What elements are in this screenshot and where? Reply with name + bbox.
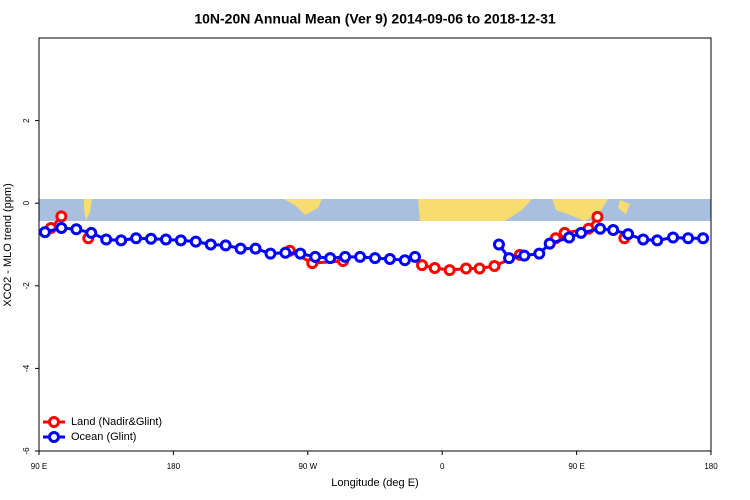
x-tick-label: 90 W bbox=[298, 462, 317, 471]
data-point bbox=[55, 221, 68, 234]
data-point bbox=[189, 235, 202, 248]
y-tick-label: -6 bbox=[22, 447, 31, 455]
plot-frame bbox=[38, 37, 712, 452]
data-point bbox=[460, 262, 473, 275]
y-tick-label: -2 bbox=[22, 282, 31, 290]
land-patch bbox=[618, 200, 630, 214]
data-point bbox=[174, 234, 187, 247]
data-point bbox=[70, 223, 83, 236]
ocean-background bbox=[39, 199, 711, 221]
x-tick-label: 90 E bbox=[568, 462, 584, 471]
data-point bbox=[369, 252, 381, 265]
data-point bbox=[651, 234, 664, 247]
data-point bbox=[543, 237, 556, 250]
data-point bbox=[294, 247, 307, 260]
land-patch bbox=[84, 199, 92, 221]
data-point bbox=[563, 231, 576, 244]
data-point bbox=[339, 250, 352, 263]
legend-label: Ocean (Glint) bbox=[71, 431, 136, 443]
data-point bbox=[533, 247, 546, 260]
data-point bbox=[383, 252, 396, 265]
legend-label: Land (Nadir&Glint) bbox=[71, 416, 162, 428]
y-axis-label: XCO2 - MLO trend (ppm) bbox=[2, 183, 14, 306]
land-patch bbox=[284, 199, 322, 215]
x-tick-label: 180 bbox=[704, 462, 718, 471]
data-point bbox=[309, 250, 322, 263]
data-point bbox=[264, 247, 277, 260]
data-point bbox=[591, 210, 604, 223]
data-point bbox=[85, 226, 98, 239]
data-point bbox=[607, 224, 620, 237]
data-point bbox=[145, 232, 157, 245]
data-point bbox=[473, 262, 486, 275]
y-tick-label: 2 bbox=[22, 118, 31, 123]
land-patch bbox=[418, 199, 532, 221]
data-point bbox=[697, 232, 710, 245]
data-point bbox=[324, 252, 337, 265]
data-point bbox=[38, 226, 51, 239]
data-point bbox=[219, 239, 232, 252]
y-tick-label: 0 bbox=[22, 200, 31, 205]
data-point bbox=[575, 226, 588, 239]
legend-marker bbox=[48, 416, 60, 428]
data-point bbox=[667, 231, 680, 244]
data-point bbox=[488, 259, 501, 272]
x-tick-label: 180 bbox=[167, 462, 181, 471]
map-strip bbox=[39, 199, 711, 221]
legend-marker bbox=[48, 431, 60, 443]
data-point bbox=[204, 238, 217, 251]
x-tick-label: 90 E bbox=[31, 462, 47, 471]
chart-title: 10N-20N Annual Mean (Ver 9) 2014-09-06 t… bbox=[194, 11, 556, 27]
data-point bbox=[637, 233, 650, 246]
data-point bbox=[682, 232, 695, 245]
data-point bbox=[594, 222, 607, 235]
data-point bbox=[354, 250, 367, 263]
data-point bbox=[55, 210, 68, 223]
data-point bbox=[279, 246, 292, 259]
data-point bbox=[234, 242, 247, 255]
data-point bbox=[130, 232, 143, 245]
data-point bbox=[409, 250, 422, 263]
data-point bbox=[443, 264, 456, 277]
data-point bbox=[416, 259, 429, 272]
x-axis-label: Longitude (deg E) bbox=[331, 477, 418, 489]
data-point bbox=[622, 228, 635, 241]
data-point bbox=[249, 242, 262, 255]
y-tick-label: -4 bbox=[22, 364, 31, 372]
data-point bbox=[115, 234, 128, 247]
data-point bbox=[492, 238, 505, 251]
data-point bbox=[428, 262, 441, 275]
data-point bbox=[159, 233, 172, 246]
data-point bbox=[100, 233, 113, 246]
data-point bbox=[503, 252, 516, 265]
data-point bbox=[518, 249, 531, 262]
x-tick-label: 0 bbox=[440, 462, 445, 471]
data-point bbox=[398, 254, 411, 267]
